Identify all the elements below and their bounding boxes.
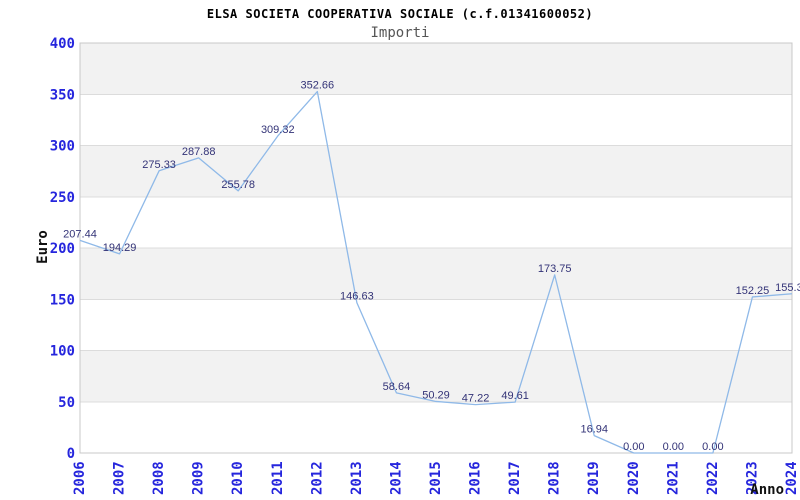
y-tick-label: 100 xyxy=(50,344,75,360)
data-point-label: 47.22 xyxy=(462,393,490,405)
y-tick-label: 50 xyxy=(58,395,75,411)
x-tick-label: 2018 xyxy=(547,461,563,495)
x-tick-label: 2016 xyxy=(468,461,484,495)
y-axis-title: Euro xyxy=(35,230,51,264)
y-tick-label: 150 xyxy=(50,292,75,308)
data-point-label: 352.66 xyxy=(301,80,335,92)
y-tick-label: 300 xyxy=(50,139,75,155)
data-point-label: 309.32 xyxy=(261,124,295,136)
x-tick-label: 2024 xyxy=(784,461,800,495)
plot-band xyxy=(80,350,792,402)
data-point-label: 275.33 xyxy=(142,159,176,171)
x-tick-label: 2011 xyxy=(270,461,286,495)
data-point-label: 146.63 xyxy=(340,291,374,303)
data-point-label: 194.29 xyxy=(103,242,137,254)
x-tick-label: 2023 xyxy=(744,461,760,495)
x-tick-label: 2008 xyxy=(151,461,167,495)
x-tick-label: 2017 xyxy=(507,461,523,495)
chart-layers: 0 50 100 150 200 250 300 350 400 2006 2007 2008 2009… xyxy=(50,36,800,495)
plot-band xyxy=(80,248,792,300)
data-point-label: 207.44 xyxy=(63,228,97,240)
data-point-label: 287.88 xyxy=(182,146,216,158)
data-point-label: 49.61 xyxy=(501,390,529,402)
x-tick-label: 2012 xyxy=(309,461,325,495)
x-tick-label: 2010 xyxy=(230,461,246,495)
x-tick-label: 2007 xyxy=(112,461,128,495)
data-point-label: 255.78 xyxy=(221,179,255,191)
y-tick-label: 250 xyxy=(50,190,75,206)
data-line xyxy=(79,90,793,454)
plot-band xyxy=(80,145,792,197)
y-tick-label: 350 xyxy=(50,87,75,103)
y-tick-label: 200 xyxy=(50,241,75,257)
x-tick-label: 2015 xyxy=(428,461,444,495)
x-tick-label: 2022 xyxy=(705,461,721,495)
x-axis-title: Anno xyxy=(750,482,784,498)
chart-subtitle: Importi xyxy=(370,25,430,41)
data-point-label: 152.25 xyxy=(736,285,770,297)
data-point-label: 173.75 xyxy=(538,263,572,275)
x-tick-label: 2019 xyxy=(586,461,602,495)
x-tick-label: 2021 xyxy=(665,461,681,495)
chart-title: ELSA SOCIETA COOPERATIVA SOCIALE (c.f.01… xyxy=(206,7,594,21)
data-point-label: 58.64 xyxy=(383,381,411,393)
x-tick-label: 2014 xyxy=(388,461,404,495)
x-tick-label: 2020 xyxy=(626,461,642,495)
x-tick-label: 2006 xyxy=(72,461,88,495)
data-point-label: 0.00 xyxy=(623,441,644,453)
plot-border xyxy=(79,42,793,454)
y-tick-label: 0 xyxy=(67,446,75,462)
data-point-label: 0.00 xyxy=(702,441,723,453)
x-tick-label: 2009 xyxy=(191,461,207,495)
y-tick-label: 400 xyxy=(50,36,75,52)
data-point-label: 0.00 xyxy=(663,441,684,453)
plot-band xyxy=(80,43,792,95)
data-point-label: 155.34 xyxy=(775,282,800,294)
data-point-label: 50.29 xyxy=(422,389,450,401)
x-tick-label: 2013 xyxy=(349,461,365,495)
data-point-label: 16.94 xyxy=(580,424,608,436)
